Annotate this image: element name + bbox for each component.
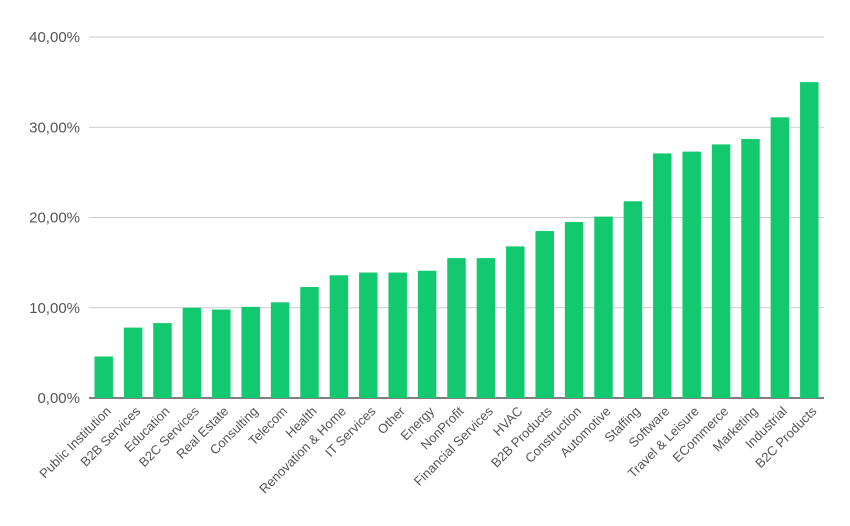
bar-renovation-home [329, 275, 349, 398]
bar-telecom [270, 302, 290, 398]
bar-travel-leisure [682, 151, 701, 398]
y-tick-label: 40,00% [29, 29, 80, 46]
y-tick-label: 0,00% [37, 390, 80, 407]
bar-software [653, 153, 672, 398]
bar-b2b-services [123, 327, 143, 398]
bars [94, 82, 819, 399]
bar-marketing [741, 138, 760, 399]
bar-construction [564, 222, 584, 398]
bar-public-institution [94, 356, 113, 398]
bar-ecommerce [711, 144, 731, 398]
bar-hvac [506, 246, 525, 398]
bar-real-estate [212, 309, 231, 398]
bar-staffing [623, 201, 643, 398]
bar-automotive [594, 216, 613, 398]
y-axis-ticks: 0,00% 10,00% 20,00% 30,00% 40,00% [29, 29, 80, 407]
bar-financial-services [476, 258, 496, 398]
bar-it-services [359, 272, 378, 398]
bar-health [300, 286, 319, 398]
bar-energy [417, 270, 437, 398]
bar-industrial [770, 117, 790, 398]
bar-education [153, 323, 172, 398]
bar-nonprofit [447, 258, 466, 398]
bar-consulting [241, 306, 260, 398]
bar-b2c-products [800, 82, 819, 398]
bar-other [388, 272, 407, 398]
bar-b2c-services [182, 307, 202, 398]
y-tick-label: 30,00% [29, 119, 80, 136]
y-tick-label: 10,00% [29, 300, 80, 317]
bar-b2b-products [535, 231, 554, 398]
y-tick-label: 20,00% [29, 210, 80, 227]
